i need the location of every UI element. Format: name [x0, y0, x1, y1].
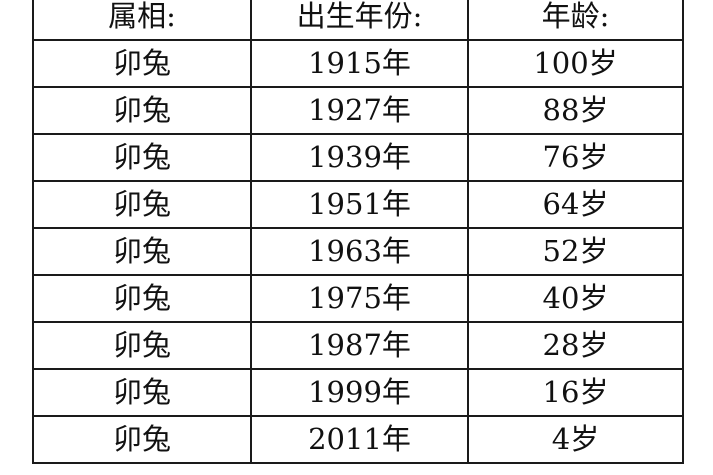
header-row: 属相: 出生年份: 年龄: [32, 0, 684, 41]
zodiac-cell: 卯兔 [32, 368, 252, 417]
table-row: 卯兔 1963年 52岁 [32, 227, 684, 276]
birth-year-cell: 1987年 [250, 321, 469, 370]
birth-year-cell: 1951年 [250, 180, 469, 229]
birth-year-cell: 1963年 [250, 227, 469, 276]
birth-year-cell: 1939年 [250, 133, 469, 182]
zodiac-cell: 卯兔 [32, 86, 252, 135]
age-cell: 40岁 [467, 274, 684, 323]
header-cell-birth-year: 出生年份: [250, 0, 469, 41]
zodiac-cell: 卯兔 [32, 180, 252, 229]
age-cell: 52岁 [467, 227, 684, 276]
table-row: 卯兔 1927年 88岁 [32, 86, 684, 135]
birth-year-cell: 1915年 [250, 39, 469, 88]
zodiac-cell: 卯兔 [32, 321, 252, 370]
zodiac-cell: 卯兔 [32, 133, 252, 182]
table-row: 卯兔 1915年 100岁 [32, 39, 684, 88]
table-row: 卯兔 1939年 76岁 [32, 133, 684, 182]
zodiac-cell: 卯兔 [32, 274, 252, 323]
header-cell-age: 年龄: [467, 0, 684, 41]
birth-year-cell: 2011年 [250, 415, 469, 464]
zodiac-cell: 卯兔 [32, 415, 252, 464]
age-cell: 76岁 [467, 133, 684, 182]
zodiac-cell: 卯兔 [32, 227, 252, 276]
birth-year-cell: 1927年 [250, 86, 469, 135]
table-row: 卯兔 1951年 64岁 [32, 180, 684, 229]
table-row: 卯兔 1975年 40岁 [32, 274, 684, 323]
age-cell: 88岁 [467, 86, 684, 135]
zodiac-age-table: 属相: 出生年份: 年龄: 卯兔 1915年 100岁 卯兔 1927年 88岁 卯兔 193… [32, 0, 684, 464]
table-row: 卯兔 1987年 28岁 [32, 321, 684, 370]
birth-year-cell: 1999年 [250, 368, 469, 417]
zodiac-cell: 卯兔 [32, 39, 252, 88]
age-cell: 100岁 [467, 39, 684, 88]
age-cell: 16岁 [467, 368, 684, 417]
table-row: 卯兔 1999年 16岁 [32, 368, 684, 417]
birth-year-cell: 1975年 [250, 274, 469, 323]
table-row: 卯兔 2011年 4岁 [32, 415, 684, 464]
age-cell: 28岁 [467, 321, 684, 370]
age-cell: 64岁 [467, 180, 684, 229]
header-cell-zodiac: 属相: [32, 0, 252, 41]
age-cell: 4岁 [467, 415, 684, 464]
